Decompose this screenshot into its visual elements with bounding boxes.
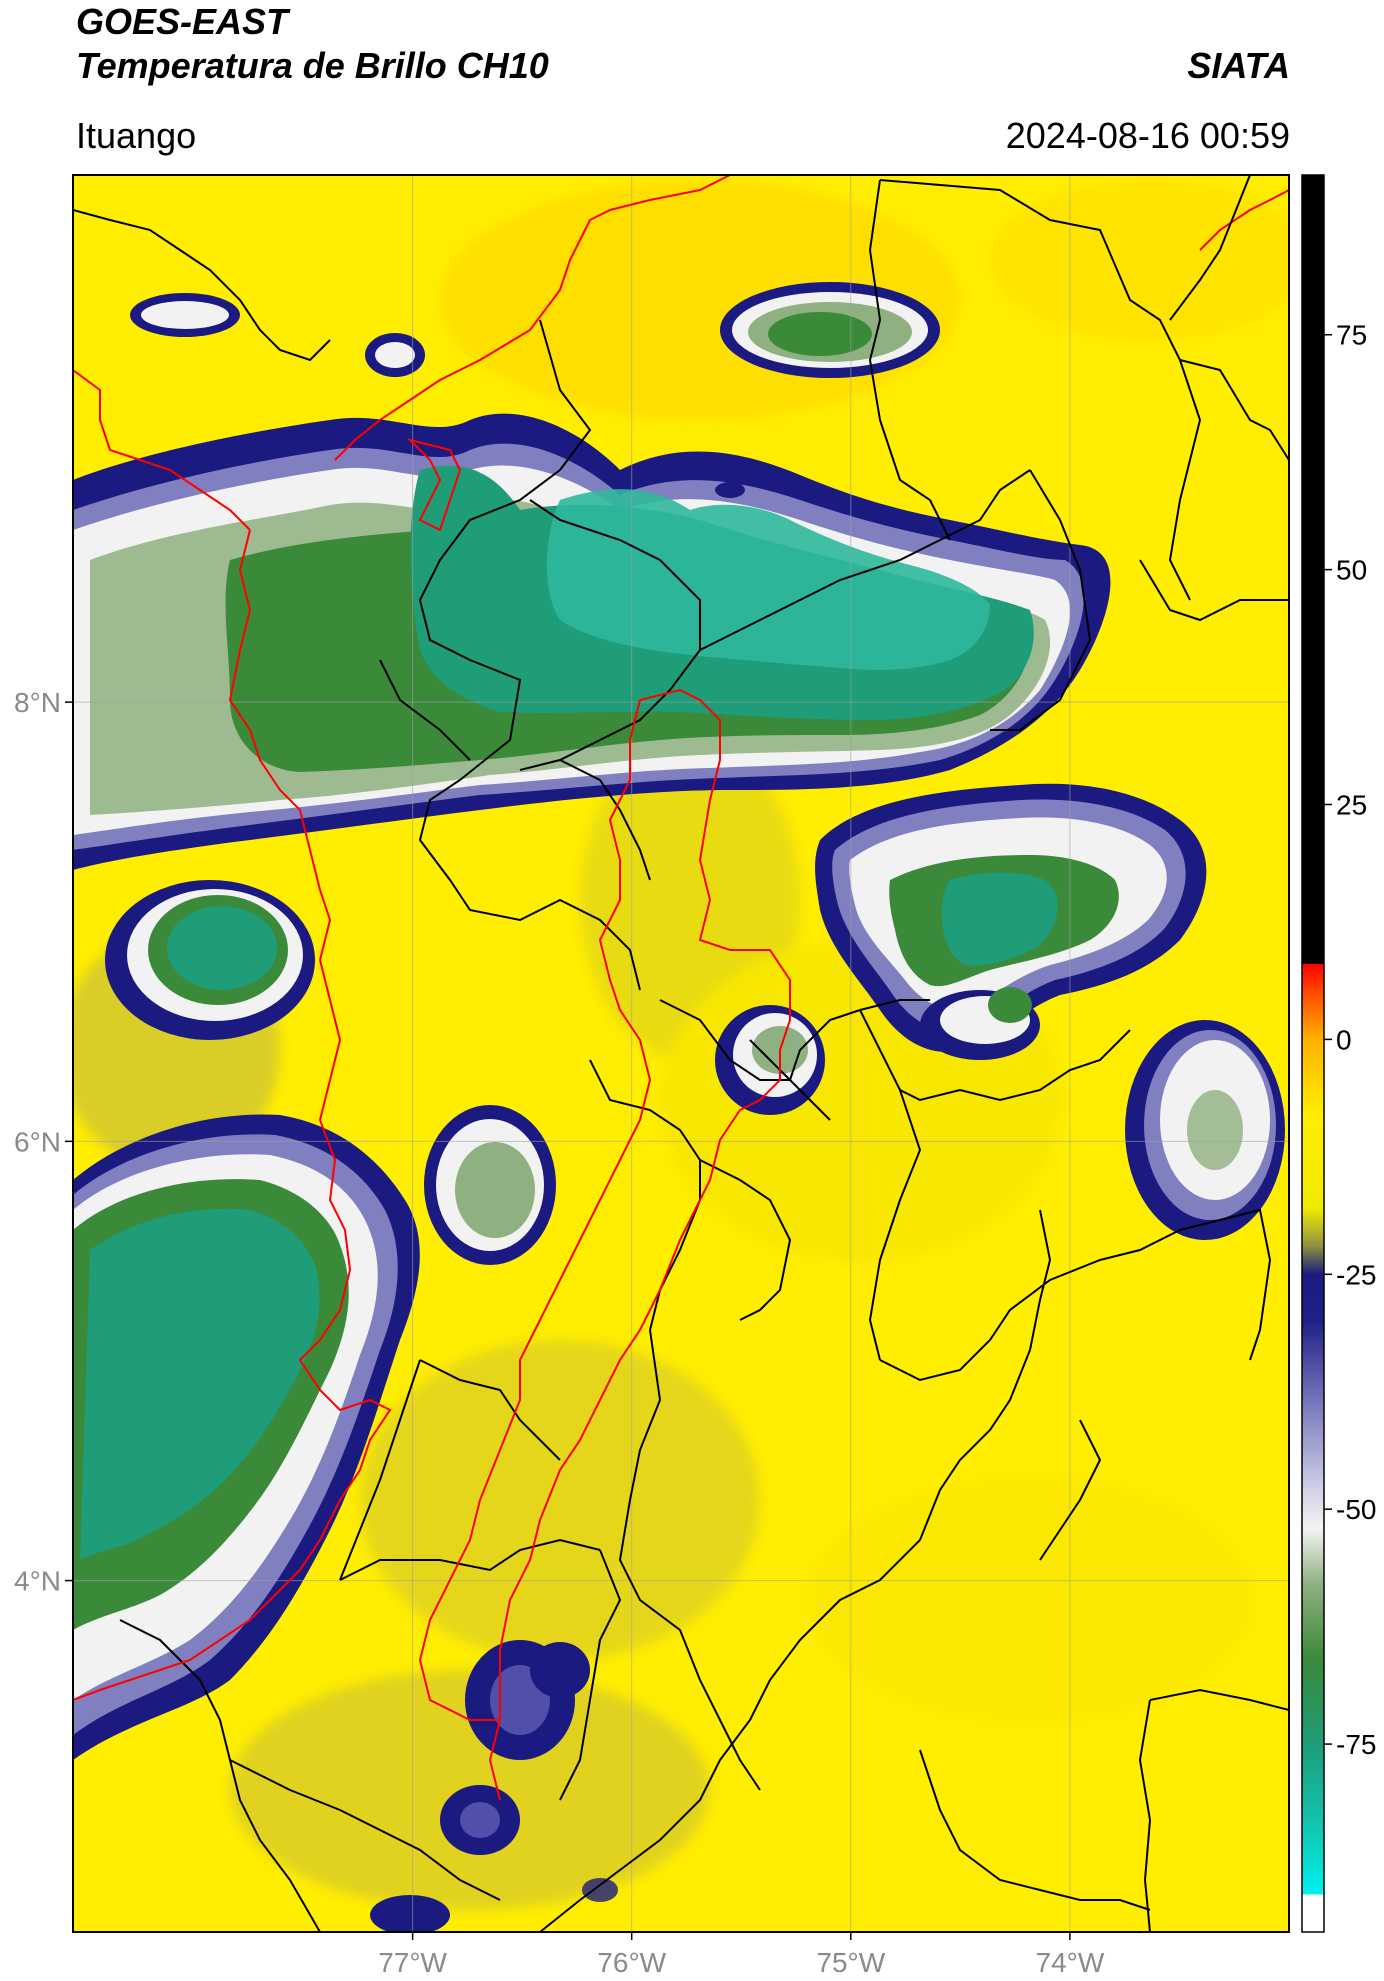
map-area <box>73 175 1289 1932</box>
coastline <box>73 175 1251 362</box>
colorbar-tick-label: 50 <box>1336 555 1367 586</box>
colorbar-tick-label: 0 <box>1336 1024 1352 1055</box>
colorbar-tick-label: -75 <box>1336 1729 1376 1760</box>
map-gridlines <box>73 175 1289 1932</box>
map-frame <box>72 174 1290 1933</box>
lat-tick-label: 4°N <box>14 1566 61 1597</box>
cloud-north-small <box>720 282 940 378</box>
colorbar-tick-label: -50 <box>1336 1494 1376 1525</box>
longitude-labels: 77°W 76°W 75°W 74°W <box>378 1932 1105 1978</box>
lat-tick-label: 6°N <box>14 1126 61 1157</box>
colorbar: 75 50 25 0 -25 -50 -75 <box>1301 174 1376 1933</box>
cloud-cells-northwest <box>130 293 745 498</box>
cloud-east-complex <box>715 783 1207 1115</box>
cloud-far-east <box>1125 1020 1285 1240</box>
colorbar-tick-label: 75 <box>1336 320 1367 351</box>
lon-tick-label: 74°W <box>1036 1947 1105 1978</box>
datetime-label: 2024-08-16 00:59 <box>1005 115 1290 156</box>
colorbar-tick-label: 25 <box>1336 790 1367 821</box>
agency-label: SIATA <box>1187 45 1290 86</box>
satellite-title: GOES-EAST <box>76 1 289 42</box>
highlight-borders <box>73 175 1289 1801</box>
colorbar-tick-label: -25 <box>1336 1259 1376 1290</box>
cloud-cell-77w <box>424 1105 556 1265</box>
region-label: Ituango <box>76 115 197 156</box>
product-title: Temperatura de Brillo CH10 <box>76 45 549 86</box>
cloud-cells-south <box>370 1640 618 1932</box>
lat-tick-label: 8°N <box>14 687 61 718</box>
department-borders <box>119 179 1289 1932</box>
lon-tick-label: 76°W <box>597 1947 666 1978</box>
cloud-west-6n <box>105 880 315 1040</box>
cloud-southwest <box>73 1114 420 1760</box>
colorbar-bar <box>1301 174 1325 1933</box>
lon-tick-label: 75°W <box>816 1947 885 1978</box>
colorbar-ticks: 75 50 25 0 -25 -50 -75 <box>1324 320 1376 1760</box>
latitude-labels: 8°N 6°N 4°N <box>14 687 73 1597</box>
lon-tick-label: 77°W <box>378 1947 447 1978</box>
